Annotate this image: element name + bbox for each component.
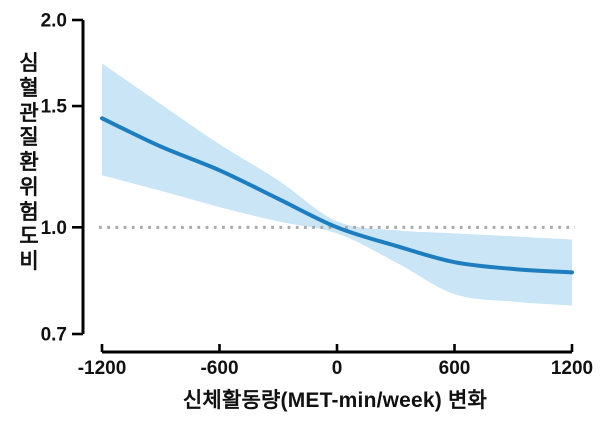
confidence-band [102, 63, 572, 306]
x-tick-label: 1200 [551, 358, 593, 379]
x-tick-label: 0 [332, 358, 343, 379]
y-tick-label: 0.7 [41, 325, 67, 346]
y-axis-title: 심혈관질환 위험도비 [19, 52, 45, 274]
y-tick-label: 1.5 [41, 97, 68, 118]
y-tick-label: 1.0 [41, 218, 67, 239]
x-tick-label: 600 [439, 358, 471, 379]
x-axis-title: 신체활동량(MET-min/week) 변화 [182, 389, 488, 412]
y-tick-label: 2.0 [41, 11, 67, 32]
x-tick-label: -600 [200, 358, 238, 379]
x-tick-label: -1200 [78, 358, 127, 379]
hazard-ratio-curve [100, 116, 574, 275]
